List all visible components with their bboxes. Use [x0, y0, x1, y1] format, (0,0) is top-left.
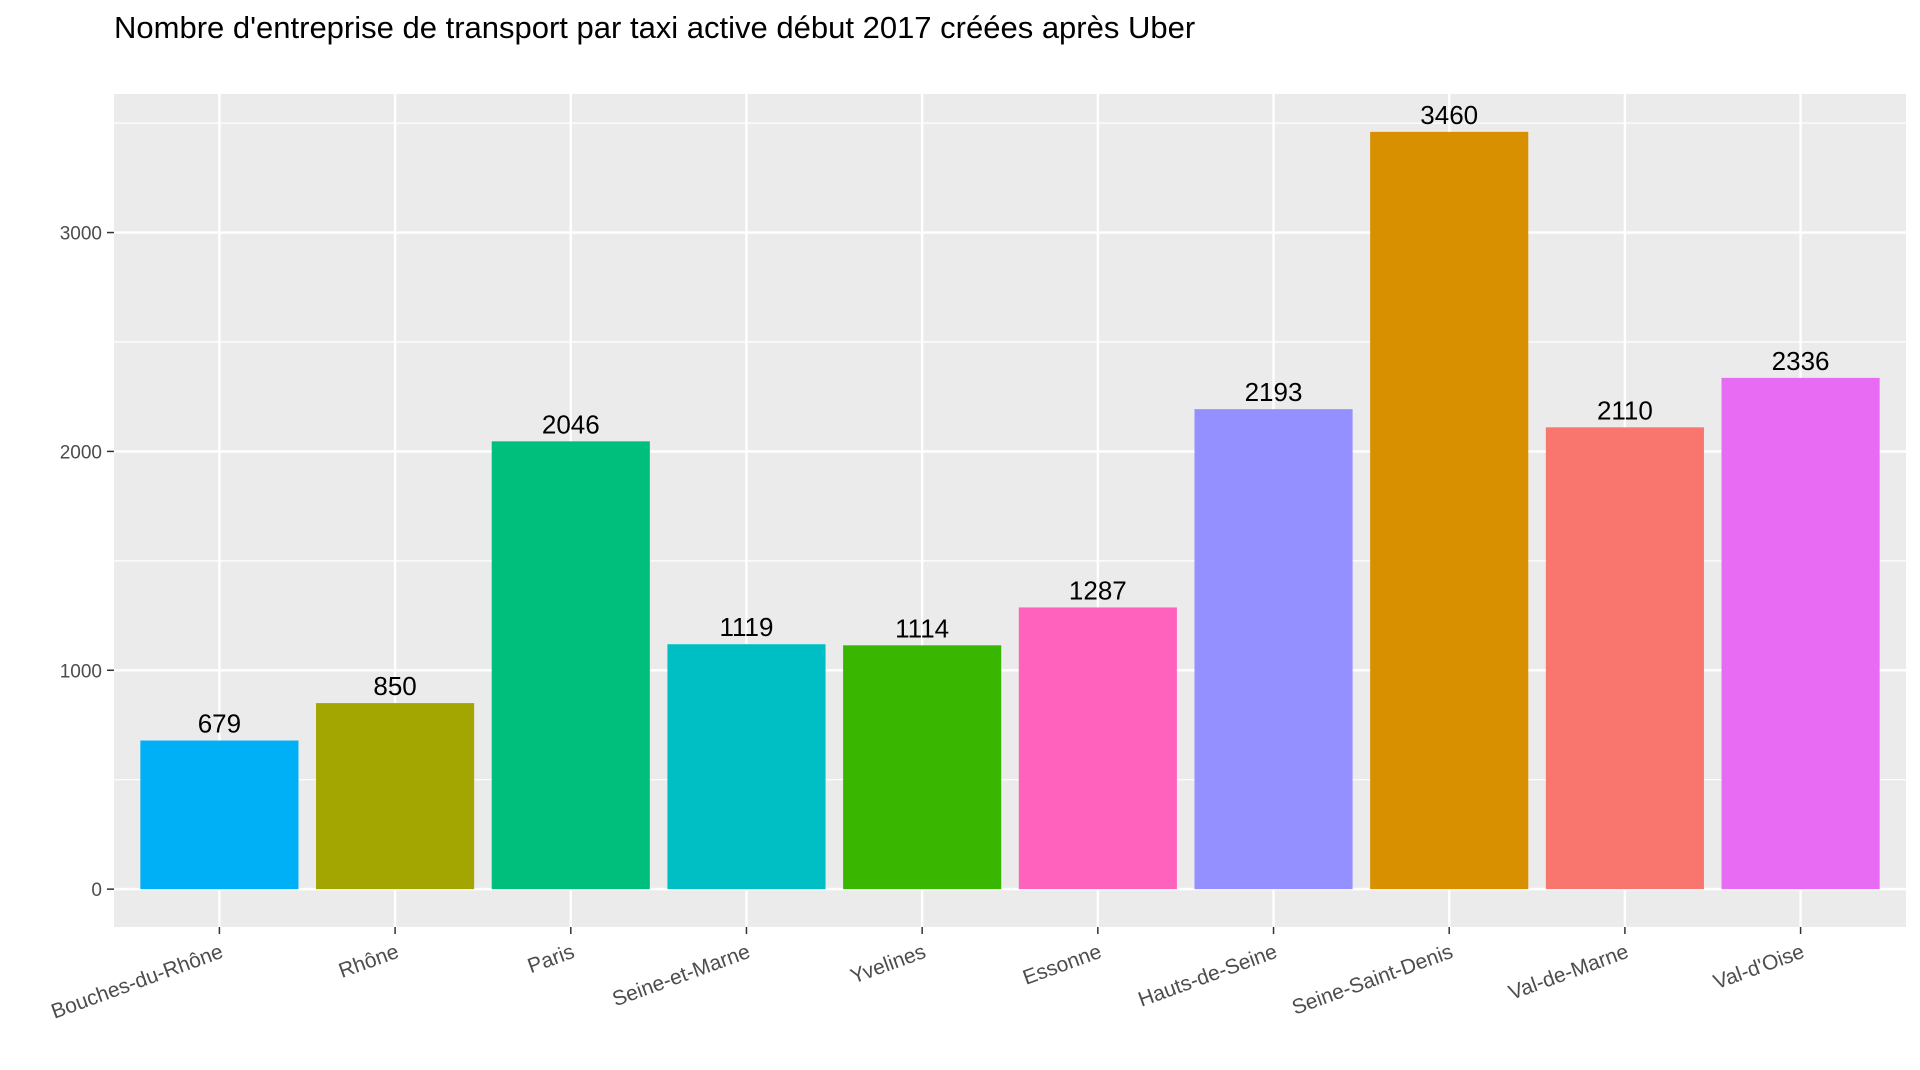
bar: [316, 703, 475, 890]
x-tick-label: Bouches-du-Rhône: [48, 940, 226, 1024]
x-tick-label: Rhône: [336, 940, 402, 983]
y-tick-label: 1000: [60, 661, 102, 682]
x-tick-label: Essonne: [1020, 940, 1105, 990]
x-tick-label: Val-d'Oise: [1710, 940, 1807, 994]
x-axis: Bouches-du-Rhône Rhône Paris Seine-et-Marne…: [48, 927, 1807, 1024]
data-label: 2110: [1597, 395, 1653, 425]
bar: [667, 644, 826, 890]
x-tick-label: Seine-et-Marne: [609, 940, 753, 1011]
y-tick-label: 0: [91, 880, 102, 901]
bar: [1721, 377, 1880, 890]
y-tick-label: 3000: [60, 224, 102, 245]
bar: [140, 740, 299, 890]
y-tick-label: 2000: [60, 442, 102, 463]
data-label: 850: [373, 671, 416, 701]
data-label: 3460: [1420, 100, 1478, 130]
data-labels: 679 850 2046 1119 1114 1287 2193 3460 2110 2336: [198, 100, 1830, 739]
bar: [1370, 131, 1529, 890]
x-tick-label: Paris: [525, 940, 578, 978]
bar: [1018, 607, 1177, 890]
x-tick-label: Hauts-de-Seine: [1135, 940, 1280, 1012]
x-tick-label: Val-de-Marne: [1506, 940, 1632, 1005]
bar: [491, 441, 650, 890]
data-label: 2046: [542, 409, 600, 439]
bars: [140, 131, 1880, 890]
bar: [843, 645, 1002, 890]
x-tick-label: Yvelines: [847, 940, 928, 988]
x-tick-label: Seine-Saint-Denis: [1289, 940, 1456, 1020]
y-axis: 0 1000 2000 3000: [60, 224, 114, 901]
data-label: 1114: [895, 613, 949, 643]
data-label: 679: [198, 709, 241, 739]
chart-title: Nombre d'entreprise de transport par tax…: [114, 10, 1195, 45]
bar: [1194, 409, 1353, 890]
data-label: 1287: [1069, 575, 1127, 605]
data-label: 2336: [1772, 346, 1830, 376]
bar: [1545, 427, 1704, 890]
data-label: 2193: [1245, 377, 1303, 407]
data-label: 1119: [719, 612, 773, 642]
